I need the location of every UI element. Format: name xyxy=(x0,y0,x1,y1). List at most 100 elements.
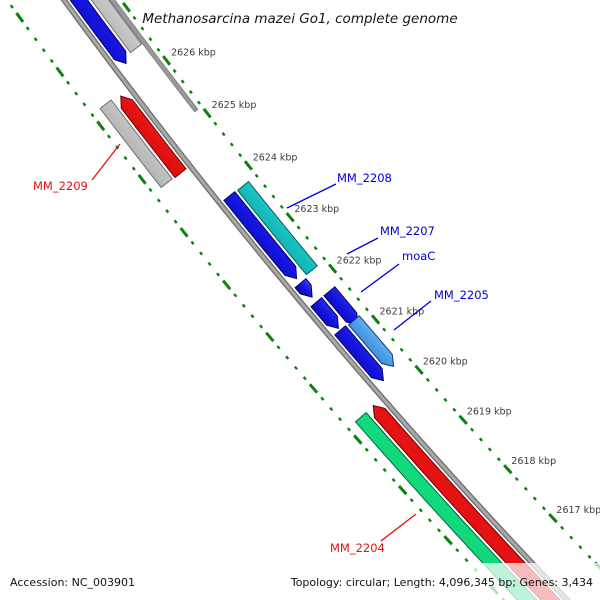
minor-tick-mark xyxy=(434,387,439,392)
scale-label-2624: 2624 kbp xyxy=(253,152,298,163)
gene-features xyxy=(38,0,600,600)
major-tick-mark xyxy=(308,383,319,394)
scale-label-2623: 2623 kbp xyxy=(294,204,339,215)
backbone-arc-core xyxy=(62,0,570,600)
minor-tick-mark xyxy=(569,535,574,540)
gene-arrow-MM_2205-partner[interactable] xyxy=(347,315,395,368)
minor-tick-mark xyxy=(238,152,243,158)
gene-arrow-MM_2209-main[interactable] xyxy=(120,95,187,179)
minor-tick-mark xyxy=(478,437,483,442)
gene-arrow-main[interactable] xyxy=(294,277,313,298)
minor-tick-mark xyxy=(173,219,178,224)
minor-tick-mark xyxy=(276,345,281,350)
major-tick-mark xyxy=(458,414,468,425)
major-tick-mark xyxy=(243,160,253,171)
minor-tick-mark xyxy=(364,307,369,312)
gene-label-moaC[interactable]: moaC xyxy=(402,249,435,263)
minor-tick-mark xyxy=(399,347,404,352)
gene-label-MM_2205[interactable]: MM_2205 xyxy=(434,288,489,302)
minor-tick-mark xyxy=(296,225,301,230)
ruler-line-arc xyxy=(109,0,199,113)
minor-tick-mark xyxy=(425,377,430,382)
major-tick-mark xyxy=(202,107,212,119)
minor-tick-mark xyxy=(41,48,46,53)
major-tick-mark xyxy=(55,66,65,78)
minor-tick-mark xyxy=(188,90,193,95)
minor-tick-mark xyxy=(514,476,519,482)
scale-label-2620: 2620 kbp xyxy=(423,357,468,368)
gene-arrow-MM_2209-partner[interactable] xyxy=(99,99,173,189)
gene-label-MM_2208[interactable]: MM_2208 xyxy=(337,171,392,185)
minor-tick-mark xyxy=(523,486,528,491)
minor-tick-mark xyxy=(33,37,38,42)
minor-tick-mark xyxy=(285,355,290,360)
minor-tick-mark xyxy=(233,293,238,298)
minor-tick-mark xyxy=(199,251,204,256)
minor-tick-mark xyxy=(131,166,136,171)
label-leader-lines xyxy=(91,143,432,542)
minor-tick-mark xyxy=(180,79,185,84)
minor-tick-mark xyxy=(9,4,14,9)
gene-arrow-MM_2207-main[interactable] xyxy=(310,296,339,329)
minor-tick-mark xyxy=(452,407,457,412)
minor-tick-mark xyxy=(408,357,413,362)
minor-tick-mark xyxy=(263,184,268,189)
minor-tick-mark xyxy=(443,397,448,402)
scale-label-2617: 2617 kbp xyxy=(556,505,600,516)
minor-tick-mark xyxy=(216,272,221,277)
minor-tick-mark xyxy=(322,256,327,261)
minor-tick-mark xyxy=(496,457,501,462)
minor-tick-mark xyxy=(364,447,369,452)
minor-tick-mark xyxy=(254,173,259,178)
minor-tick-mark xyxy=(382,467,387,473)
gene-arrow-main[interactable] xyxy=(38,0,127,65)
gene-label-MM_2207[interactable]: MM_2207 xyxy=(380,224,435,238)
minor-tick-mark xyxy=(148,187,153,193)
minor-tick-mark xyxy=(140,26,145,31)
gene-arrow-MM_2208-partner[interactable] xyxy=(236,180,318,276)
minor-tick-mark xyxy=(464,558,469,563)
minor-tick-mark xyxy=(241,303,246,308)
major-tick-mark xyxy=(15,12,25,23)
minor-tick-mark xyxy=(259,324,264,329)
leader-line-MM_2204 xyxy=(380,513,417,542)
minor-tick-mark xyxy=(165,209,170,214)
minor-tick-mark xyxy=(305,235,310,240)
minor-tick-mark xyxy=(418,508,423,513)
scale-label-2618: 2618 kbp xyxy=(511,456,556,467)
status-bar-backdrop xyxy=(0,563,600,600)
major-tick-mark xyxy=(370,314,381,325)
minor-tick-mark xyxy=(207,261,212,266)
minor-tick-mark xyxy=(279,204,284,210)
major-tick-mark xyxy=(122,1,131,13)
minor-tick-mark xyxy=(470,427,475,432)
minor-tick-mark xyxy=(455,548,460,553)
gene-label-MM_2204[interactable]: MM_2204 xyxy=(330,541,385,555)
minor-tick-mark xyxy=(90,113,95,118)
minor-tick-mark xyxy=(532,496,537,501)
gene-arrow-partner[interactable] xyxy=(52,0,143,54)
gene-arrow-MM_2204-partner[interactable] xyxy=(354,411,600,600)
minor-tick-mark xyxy=(587,554,592,559)
minor-tick-mark xyxy=(302,376,307,381)
minor-tick-mark xyxy=(132,15,137,20)
gene-label-MM_2209[interactable]: MM_2209 xyxy=(33,179,88,193)
minor-tick-mark xyxy=(66,80,71,85)
major-tick-mark xyxy=(221,279,232,291)
minor-tick-mark xyxy=(356,297,361,302)
major-tick-mark xyxy=(503,464,513,475)
scale-labels: 2626 kbp 2625 kbp 2624 kbp 2623 kbp 2622 kbp… xyxy=(171,47,600,516)
gene-arrow-MM_2208-main[interactable] xyxy=(223,190,298,280)
minor-tick-mark xyxy=(487,447,492,452)
leader-line-MM_2207 xyxy=(346,237,379,255)
minor-tick-mark xyxy=(390,337,395,342)
scale-label-2622: 2622 kbp xyxy=(337,255,382,266)
gene-arrow-main[interactable] xyxy=(334,325,384,382)
map-title: Methanosarcina mazei Go1, complete genom… xyxy=(142,11,457,27)
minor-tick-mark xyxy=(148,37,153,42)
minor-tick-mark xyxy=(172,68,177,74)
minor-tick-mark xyxy=(106,134,111,139)
leader-line-MM_2209 xyxy=(91,143,121,181)
minor-tick-mark xyxy=(541,506,546,511)
